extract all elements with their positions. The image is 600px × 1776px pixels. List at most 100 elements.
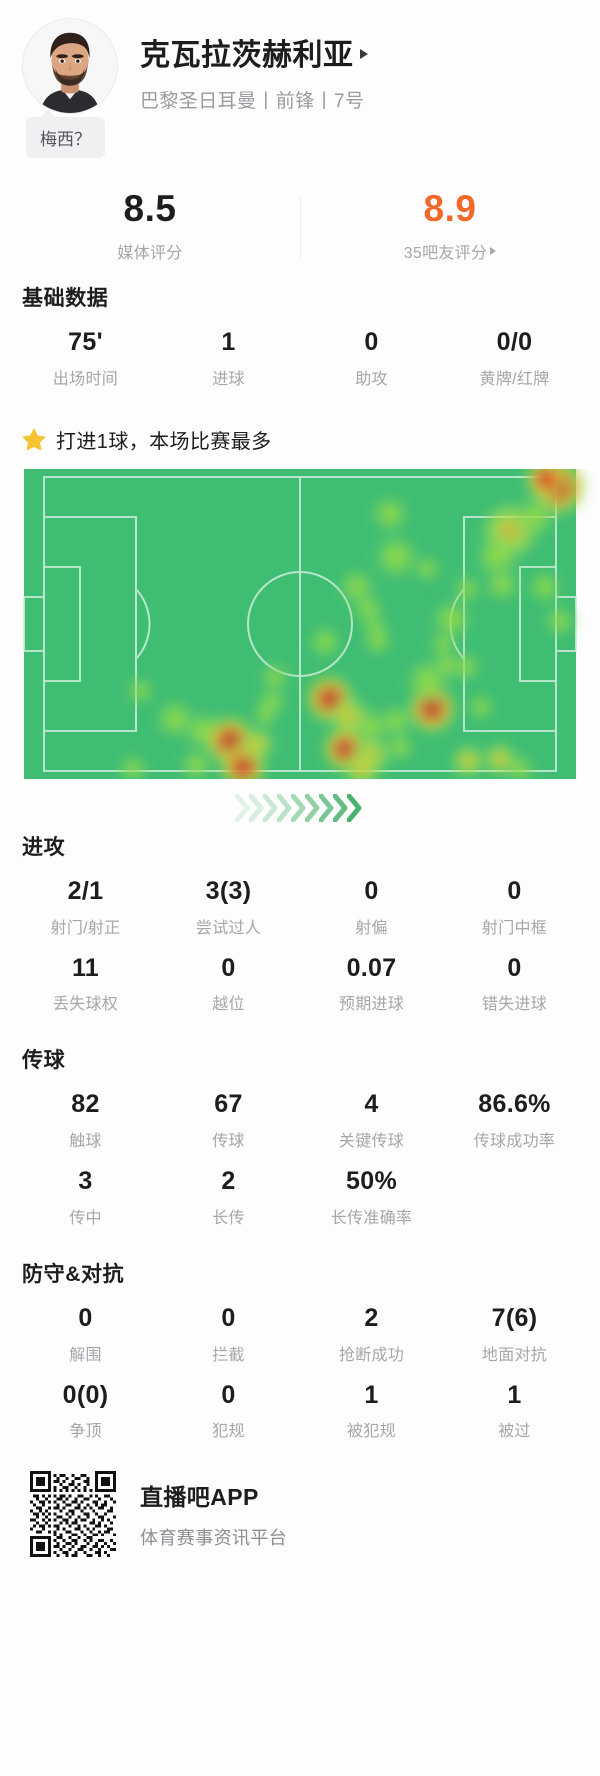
- stat-value: 82: [71, 1090, 100, 1119]
- stat-cell: 0 解围: [14, 1288, 157, 1365]
- player-header: 克瓦拉茨赫利亚 巴黎圣日耳曼丨前锋丨7号: [0, 0, 600, 115]
- stat-cell: 50% 长传准确率: [300, 1151, 443, 1228]
- stat-value: 0: [221, 1303, 236, 1332]
- stat-value: 2: [364, 1303, 379, 1332]
- rating-media-label: 媒体评分: [117, 239, 182, 263]
- stat-label: 争顶: [69, 1423, 102, 1441]
- stat-cell: 2 长传: [157, 1151, 300, 1228]
- chevron-icon-9: [347, 793, 362, 822]
- stat-value: 2/1: [67, 876, 104, 905]
- stat-label: 解围: [69, 1346, 102, 1364]
- stat-cell: 0 拦截: [157, 1288, 300, 1365]
- stat-label: 抢断成功: [338, 1346, 405, 1364]
- stat-label: 传球成功率: [473, 1133, 556, 1150]
- page-title: 克瓦拉茨赫利亚: [140, 39, 354, 72]
- chevron-icon-3: [263, 793, 278, 822]
- chevron-icon-2: [249, 793, 264, 822]
- stat-cell: 0/0 黄牌/红牌: [443, 312, 586, 389]
- stat-label: 长传: [212, 1209, 245, 1227]
- stat-cell: 0(0) 争顶: [14, 1365, 157, 1442]
- stat-cell: 2 抢断成功: [300, 1288, 443, 1365]
- chevron-icon-7: [319, 793, 334, 822]
- stat-label: 出场时间: [52, 370, 119, 388]
- stat-value: 3: [78, 1167, 93, 1195]
- stat-cell: 7(6) 地面对抗: [443, 1288, 586, 1365]
- section-title-passing: 传球: [22, 1049, 66, 1073]
- heatmap: [0, 468, 600, 779]
- stat-label: 关键传球: [338, 1133, 405, 1150]
- attack-direction-chevrons: [0, 785, 600, 831]
- stat-value: 0/0: [496, 328, 533, 356]
- stat-value: 11: [71, 953, 100, 982]
- stat-cell: 67 传球: [157, 1074, 300, 1151]
- stat-label: 射偏: [355, 919, 388, 937]
- stat-value: 1: [221, 328, 236, 356]
- stat-cell: 3(3) 尝试过人: [157, 861, 300, 938]
- stat-cell: 0 越位: [157, 938, 300, 1015]
- stat-label: 射门/射正: [50, 919, 121, 937]
- chevron-icon-6: [305, 793, 320, 822]
- stat-cell-empty: [443, 1151, 586, 1228]
- chevron-icon-1: [235, 793, 250, 822]
- app-promo-footer: 直播吧APP 体育赛事资讯平台: [0, 1471, 600, 1558]
- stat-label: 触球: [69, 1133, 102, 1150]
- stat-value: 3(3): [205, 876, 252, 905]
- stat-label: 越位: [212, 996, 245, 1014]
- stat-label: 黄牌/红牌: [479, 370, 550, 388]
- player-name-row[interactable]: 克瓦拉茨赫利亚: [140, 30, 578, 74]
- rating-media-label-text: 媒体评分: [117, 244, 183, 262]
- stat-label: 丢失球权: [52, 996, 119, 1014]
- player-tag-badge[interactable]: 梅西？: [26, 110, 105, 158]
- stat-cell: 0 射门中框: [443, 861, 586, 938]
- stat-label: 拦截: [212, 1346, 245, 1364]
- chevron-right-small-icon: [490, 246, 497, 255]
- stat-value: 1: [364, 1380, 379, 1409]
- app-tagline: 体育赛事资讯平台: [140, 1528, 288, 1549]
- stat-label: 射门中框: [481, 919, 548, 937]
- section-title-defence: 防守&对抗: [22, 1262, 125, 1286]
- stat-label: 预期进球: [338, 996, 405, 1014]
- stat-value: 50%: [346, 1167, 397, 1195]
- stat-grid-defence: 0 解围 0 拦截 2 抢断成功 7(6) 地面对抗 0(0) 争顶 0 犯规 …: [0, 1288, 600, 1442]
- stat-value: 0: [364, 876, 379, 905]
- stat-label: 地面对抗: [481, 1346, 548, 1364]
- stat-cell: 4 关键传球: [300, 1074, 443, 1151]
- stat-cell: 0 犯规: [157, 1365, 300, 1442]
- section-title-attack: 进攻: [22, 835, 66, 859]
- stat-value: 0: [78, 1303, 93, 1332]
- stat-value: 67: [214, 1090, 243, 1119]
- stat-cell: 0 助攻: [300, 312, 443, 389]
- chevron-icon-5: [291, 793, 306, 822]
- stat-cell: 1 进球: [157, 312, 300, 389]
- player-avatar-icon: [23, 19, 117, 113]
- stat-cell: 0.07 预期进球: [300, 938, 443, 1015]
- stat-value: 7(6): [491, 1303, 538, 1332]
- stat-value: 0.07: [346, 953, 397, 982]
- stat-label: 传中: [69, 1209, 102, 1227]
- player-subtitle: 巴黎圣日耳曼丨前锋丨7号: [140, 91, 365, 112]
- stat-value: 0: [364, 328, 379, 356]
- chevron-right-icon: [359, 49, 368, 59]
- ratings-row: 8.5 媒体评分 8.9 35吧友评分: [0, 188, 600, 282]
- heatmap-pitch: [23, 468, 588, 779]
- stat-label: 被过: [498, 1423, 531, 1441]
- footer-text: 直播吧APP 体育赛事资讯平台: [140, 1478, 287, 1550]
- chevron-icon-8: [333, 793, 348, 822]
- stat-label: 尝试过人: [195, 919, 262, 937]
- avatar[interactable]: [22, 18, 118, 114]
- stat-value: 2: [221, 1167, 236, 1195]
- player-meta: 克瓦拉茨赫利亚 巴黎圣日耳曼丨前锋丨7号: [140, 18, 578, 113]
- qr-code-icon[interactable]: [30, 1471, 116, 1558]
- rating-fans-value: 8.9: [423, 188, 477, 229]
- stat-value: 4: [364, 1090, 379, 1119]
- rating-fans[interactable]: 8.9 35吧友评分: [300, 188, 600, 282]
- stat-value: 0: [221, 953, 236, 982]
- stat-cell: 1 被犯规: [300, 1365, 443, 1442]
- highlight-row: 打进1球，本场比赛最多: [0, 425, 600, 455]
- chevron-icon-4: [277, 793, 292, 822]
- stat-label: 错失进球: [481, 996, 548, 1014]
- stat-cell: 82 触球: [14, 1074, 157, 1151]
- stat-label: 助攻: [355, 370, 388, 388]
- stat-grid-basic: 75' 出场时间 1 进球 0 助攻 0/0 黄牌/红牌: [0, 312, 600, 389]
